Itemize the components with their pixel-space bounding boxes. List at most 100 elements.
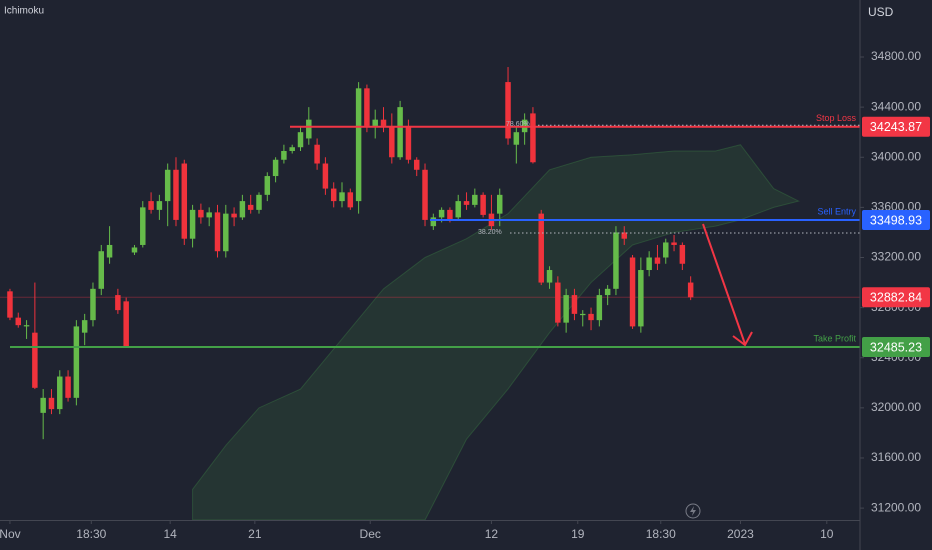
candle-body xyxy=(422,169,428,220)
x-tick-label: 14 xyxy=(163,527,177,541)
plot-area xyxy=(0,67,860,520)
candle-body xyxy=(272,159,279,177)
currency-label: USD xyxy=(868,5,894,19)
x-tick-label: Nov xyxy=(0,527,21,541)
indicator-label: Ichimoku xyxy=(4,6,44,17)
x-tick-label: Dec xyxy=(360,527,381,541)
candle-body xyxy=(364,88,370,126)
candle-body xyxy=(513,132,520,145)
candle-body xyxy=(73,326,80,398)
y-tick-label: 34800.00 xyxy=(871,49,921,63)
x-tick-label: 21 xyxy=(248,527,262,541)
candle-body xyxy=(156,201,163,210)
candle-body xyxy=(604,288,611,296)
level-name: Stop Loss xyxy=(816,113,857,123)
candle-body xyxy=(247,204,254,210)
candle-body xyxy=(463,201,470,205)
candle-body xyxy=(447,209,453,220)
icon-bolt[interactable] xyxy=(690,506,696,516)
candle-body xyxy=(106,244,113,258)
x-tick-label: 12 xyxy=(485,527,499,541)
candle-body xyxy=(397,107,403,158)
candle-body xyxy=(638,270,644,327)
candle-body xyxy=(663,242,669,258)
candle-body xyxy=(264,176,271,195)
candle-body xyxy=(289,147,295,151)
candle-body xyxy=(15,317,22,326)
level-price-label: 33498.93 xyxy=(870,213,922,227)
candle-body xyxy=(654,257,661,264)
candle-body xyxy=(339,192,345,202)
candle-body xyxy=(223,213,229,252)
candle-body xyxy=(239,201,246,218)
candle-body xyxy=(679,244,686,264)
replay-icon[interactable] xyxy=(685,503,701,519)
x-tick-label: 2023 xyxy=(727,527,754,541)
candle-body xyxy=(505,82,511,139)
x-tick-label: 19 xyxy=(571,527,585,541)
candle-body xyxy=(206,212,212,218)
fib-label: 78.60% xyxy=(506,121,530,128)
candle-body xyxy=(164,169,171,202)
candle-body xyxy=(231,213,237,218)
candle-body xyxy=(23,325,30,327)
candle-body xyxy=(32,332,38,388)
candle-body xyxy=(438,209,445,218)
candle-body xyxy=(189,209,196,239)
level-price-box xyxy=(862,337,930,358)
x-tick-label: 10 xyxy=(820,527,834,541)
candle-body xyxy=(306,119,312,139)
candle-body xyxy=(140,207,146,245)
level-price-label: 34243.87 xyxy=(870,120,922,134)
candle-body xyxy=(256,194,262,210)
x-tick-label: 18:30 xyxy=(76,527,106,541)
candle-body xyxy=(214,212,221,252)
candle-body xyxy=(430,217,437,227)
fib-label: 38.20% xyxy=(478,229,502,236)
candle-body xyxy=(455,201,461,218)
x-tick-label: 18:30 xyxy=(646,527,676,541)
candle-body xyxy=(65,376,71,398)
candle-body xyxy=(355,88,362,202)
level-price-box xyxy=(862,210,930,231)
candle-body xyxy=(380,119,387,126)
candle-body xyxy=(621,232,627,239)
candle-body xyxy=(472,194,478,205)
candle-body xyxy=(571,295,578,314)
level-price-label: 32485.23 xyxy=(870,340,922,354)
y-tick-label: 32000.00 xyxy=(871,400,921,414)
candle-body xyxy=(297,132,304,148)
target-arrow xyxy=(702,223,753,347)
y-tick-label: 33200.00 xyxy=(871,250,921,264)
ichimoku-cloud xyxy=(192,144,800,520)
y-tick-label: 34400.00 xyxy=(871,99,921,113)
candle-body xyxy=(173,169,179,220)
candle-body xyxy=(281,150,287,160)
last-price-box xyxy=(862,287,930,308)
candle-body xyxy=(413,159,420,170)
icon-circle[interactable] xyxy=(685,503,701,519)
arrow-shaft xyxy=(702,223,746,345)
candle-body xyxy=(314,144,320,164)
candle-body xyxy=(81,320,88,333)
candle-body xyxy=(596,295,603,321)
candle-body xyxy=(347,192,354,208)
candle-body xyxy=(389,125,395,158)
candle-body xyxy=(563,295,569,323)
candle-body xyxy=(181,163,188,239)
candle-body xyxy=(123,301,129,347)
candle-body xyxy=(538,213,544,283)
candle-body xyxy=(480,194,486,215)
level-price-box xyxy=(862,116,930,137)
candle-body xyxy=(530,113,536,163)
candle-body xyxy=(646,257,652,271)
candle-body xyxy=(546,270,553,283)
candle-body xyxy=(57,376,63,410)
candle-body xyxy=(115,295,121,311)
candle-body xyxy=(405,125,412,160)
candle-body xyxy=(580,313,586,316)
candle-body xyxy=(496,194,503,214)
candle-body xyxy=(90,288,96,321)
y-tick-label: 31200.00 xyxy=(871,500,921,514)
